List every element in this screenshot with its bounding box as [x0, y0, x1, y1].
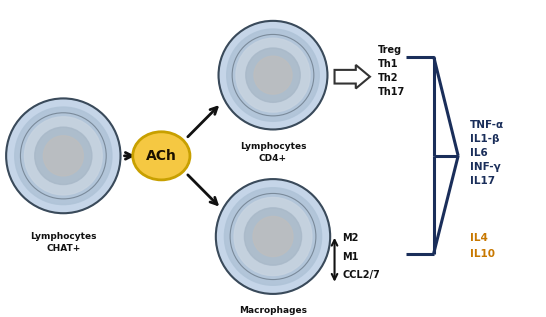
Ellipse shape	[253, 217, 293, 256]
Text: IL10: IL10	[470, 249, 495, 259]
Text: Th2: Th2	[378, 73, 399, 83]
Ellipse shape	[245, 208, 301, 265]
Text: INF-γ: INF-γ	[470, 162, 501, 172]
Ellipse shape	[25, 117, 102, 195]
Ellipse shape	[133, 132, 190, 180]
Text: Th17: Th17	[378, 87, 405, 97]
Ellipse shape	[6, 99, 121, 213]
Text: Th1: Th1	[378, 59, 399, 69]
Text: Lymphocytes
CHAT+: Lymphocytes CHAT+	[30, 232, 97, 253]
Text: M2: M2	[342, 233, 359, 243]
Text: IL1-β: IL1-β	[470, 134, 500, 144]
Text: IL6: IL6	[470, 148, 488, 158]
Text: M1: M1	[342, 252, 359, 262]
Ellipse shape	[246, 48, 300, 102]
Ellipse shape	[15, 107, 112, 204]
Ellipse shape	[234, 197, 312, 275]
Text: IL17: IL17	[470, 176, 495, 186]
Ellipse shape	[227, 29, 319, 121]
Text: Macrophages: Macrophages	[239, 306, 307, 315]
Polygon shape	[335, 65, 370, 88]
Ellipse shape	[218, 21, 328, 129]
Ellipse shape	[216, 179, 330, 294]
Text: IL4: IL4	[470, 233, 488, 243]
Ellipse shape	[43, 136, 84, 176]
Ellipse shape	[254, 56, 292, 94]
Ellipse shape	[35, 127, 92, 184]
Text: CCL2/7: CCL2/7	[342, 270, 380, 280]
Text: TNF-α: TNF-α	[470, 120, 505, 130]
Ellipse shape	[224, 188, 322, 285]
Text: Lymphocytes
CD4+: Lymphocytes CD4+	[240, 142, 306, 163]
Text: ACh: ACh	[146, 149, 177, 163]
Ellipse shape	[236, 38, 310, 112]
Text: Treg: Treg	[378, 45, 402, 55]
